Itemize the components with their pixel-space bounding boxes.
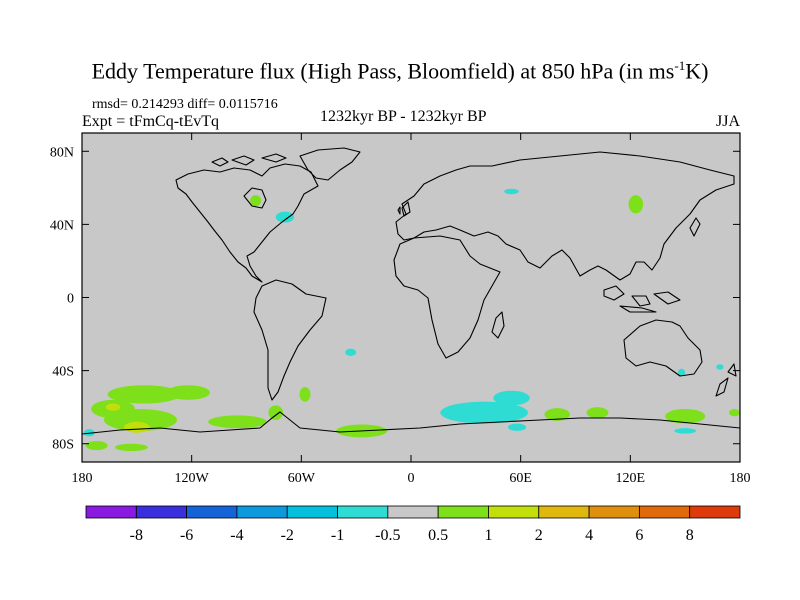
anomaly-region-14 xyxy=(665,408,706,424)
anomaly-region-26 xyxy=(674,428,697,434)
colorbar-label: -0.5 xyxy=(375,527,400,544)
coastline-australia xyxy=(623,319,703,377)
x-tick-label: 120W xyxy=(175,471,210,486)
x-tick-label: 60W xyxy=(288,471,316,486)
chart-title: Eddy Temperature flux (High Pass, Bloomf… xyxy=(0,58,800,84)
coastline-south-america xyxy=(253,279,327,401)
anomaly-region-11 xyxy=(299,387,311,402)
coastline-north-america xyxy=(175,163,319,283)
anomaly-region-20 xyxy=(507,423,527,431)
coastline-japan xyxy=(689,217,701,237)
colorbar-label: -1 xyxy=(331,527,344,544)
anomaly-region-10 xyxy=(268,405,284,420)
anomaly-region-22 xyxy=(275,211,295,223)
colorbar-swatch xyxy=(236,505,288,519)
x-tick-label: 120E xyxy=(616,471,646,486)
anomaly-region-19 xyxy=(493,390,530,406)
colorbar-swatch xyxy=(186,505,238,519)
coastline-africa xyxy=(393,235,501,359)
colorbar-swatch xyxy=(488,505,540,519)
anomaly-region-0 xyxy=(107,385,181,404)
coastline-eurasia xyxy=(395,151,735,281)
colorbar-label: 1 xyxy=(484,527,492,544)
coastline-greenland xyxy=(299,147,361,181)
coastline-arctic-islands xyxy=(211,153,287,167)
title-tail: K) xyxy=(685,58,709,84)
experiment-label: Expt = tFmCq-tEvTq xyxy=(82,113,220,130)
stats-label: rmsd= 0.214293 diff= 0.0115716 xyxy=(92,97,278,112)
title-superscript: -1 xyxy=(674,58,686,73)
colorbar: -8 -6 -4 -2 -1 -0.5 0.5 1 2 4 6 8 xyxy=(85,505,741,544)
anomaly-region-2 xyxy=(166,385,210,400)
y-tick-label: 40S xyxy=(52,365,74,380)
colorbar-swatch xyxy=(135,505,188,519)
anomaly-region-18 xyxy=(440,401,528,424)
anomaly-region-16 xyxy=(628,195,644,214)
anomaly-regions xyxy=(83,188,740,452)
colorbar-label: 2 xyxy=(535,527,543,544)
x-tick-label: 180 xyxy=(730,471,751,486)
axes: 180 120W 60W 0 60E 120E 180 80N 40N 0 40S 80S xyxy=(50,133,751,486)
anomaly-region-23 xyxy=(504,188,519,195)
x-tick-label: 60E xyxy=(509,471,532,486)
colorbar-label: -6 xyxy=(180,527,193,544)
colorbar-swatch xyxy=(538,505,590,519)
anomaly-region-17 xyxy=(250,195,262,207)
anomaly-region-12 xyxy=(544,408,571,421)
y-tick-label: 80N xyxy=(50,145,74,160)
coastline-madagascar xyxy=(491,311,505,339)
colorbar-label: -4 xyxy=(230,527,243,544)
y-tick-label: 0 xyxy=(67,292,74,307)
anomaly-region-8 xyxy=(114,443,148,452)
colorbar-swatch xyxy=(638,505,691,519)
coastline-antarctica xyxy=(82,411,740,435)
y-tick-label: 40N xyxy=(50,218,74,233)
colorbar-label: -2 xyxy=(281,527,294,544)
season-label: JJA xyxy=(716,113,741,130)
anomaly-region-13 xyxy=(586,407,609,419)
colorbar-label: 4 xyxy=(585,527,593,544)
anomaly-region-6 xyxy=(208,415,267,429)
colorbar-swatch xyxy=(337,505,389,519)
colorbar-label: 8 xyxy=(686,527,694,544)
anomaly-region-15 xyxy=(729,408,740,417)
anomaly-region-4 xyxy=(105,403,121,411)
coastlines xyxy=(82,147,740,435)
title-main: Eddy Temperature flux (High Pass, Bloomf… xyxy=(91,58,675,84)
colorbar-swatch xyxy=(286,505,338,519)
coastline-new-zealand xyxy=(715,363,737,397)
coastline-southeast-asia-islands xyxy=(603,285,681,313)
colorbar-label: -8 xyxy=(130,527,143,544)
anomaly-region-7 xyxy=(85,440,108,451)
anomaly-region-3 xyxy=(103,408,178,431)
period-label: 1232kyr BP - 1232kyr BP xyxy=(320,108,487,125)
colorbar-swatch xyxy=(85,505,137,519)
x-tick-label: 180 xyxy=(72,471,93,486)
colorbar-label: 6 xyxy=(635,527,643,544)
anomaly-region-21 xyxy=(345,348,357,356)
colorbar-label: 0.5 xyxy=(428,527,448,544)
coastline-uk xyxy=(397,201,411,217)
anomaly-region-24 xyxy=(677,368,686,377)
colorbar-swatch xyxy=(437,505,489,519)
x-tick-label: 0 xyxy=(408,471,415,486)
anomaly-region-5 xyxy=(124,421,150,433)
coastline-hudson-bay xyxy=(243,187,267,209)
colorbar-swatch xyxy=(689,505,741,519)
colorbar-swatch xyxy=(387,505,439,519)
colorbar-swatch xyxy=(588,505,640,519)
y-tick-label: 80S xyxy=(52,438,74,453)
anomaly-region-25 xyxy=(716,364,724,370)
plot-background xyxy=(82,133,740,462)
